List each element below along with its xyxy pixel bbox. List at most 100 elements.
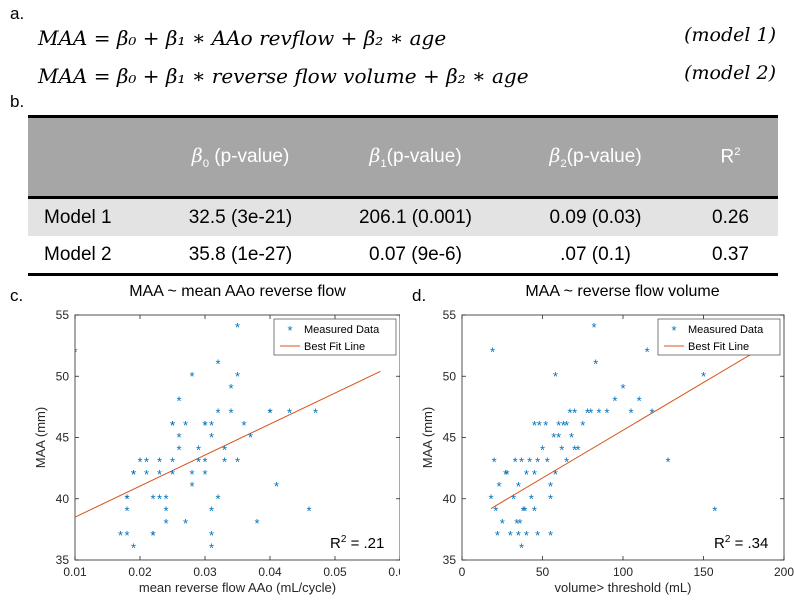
chart-c-data-point: * — [150, 528, 155, 543]
table-cell-r2: 0.37 — [712, 243, 749, 265]
chart-c-data-point: * — [170, 418, 175, 433]
chart-d-data-point: * — [493, 504, 498, 519]
chart-c-data-point: * — [150, 491, 155, 506]
chart-d-data-point: * — [503, 467, 508, 482]
chart-d-plot-area — [461, 314, 785, 561]
chart-c-y-tick-label: 40 — [56, 492, 70, 506]
chart-d-data-point: * — [496, 479, 501, 494]
chart-c-y-axis-label: MAA (mm) — [33, 407, 48, 468]
chart-d-data-point: * — [545, 455, 550, 470]
chart-d-data-point: * — [488, 491, 493, 506]
panel-label-d: d. — [412, 286, 427, 305]
table-row: Model 1 32.5 (3e-21) 206.1 (0.001) 0.09 … — [28, 197, 778, 236]
chart-c-data-point: * — [170, 455, 175, 470]
chart-c-data-point: * — [222, 455, 227, 470]
chart-d-data-point: * — [553, 369, 558, 384]
chart-c-legend-marker-icon: * — [287, 323, 292, 338]
table-cell-beta1: 0.07 (9e-6) — [369, 243, 462, 265]
chart-d-data-point: * — [548, 479, 553, 494]
chart-c-data-point: * — [228, 381, 233, 396]
chart-c-data-point: * — [189, 479, 194, 494]
chart-c-data-point: * — [209, 504, 214, 519]
chart-c-data-point: * — [241, 418, 246, 433]
chart-c-data-point: * — [124, 491, 129, 506]
chart-c-data-point: * — [183, 516, 188, 531]
equation-tag-model-1: (model 1) — [684, 24, 776, 46]
chart-c-data-point: * — [202, 418, 207, 433]
chart-c-scatter: 0.01 0.02 0.03 0.04 0.05 0.06 35 40 45 50 55 mean r… — [33, 308, 400, 595]
chart-c-x-tick-label: 0.04 — [258, 565, 282, 579]
table-header-empty — [28, 116, 158, 198]
chart-d-data-point: * — [548, 528, 553, 543]
chart-c-data-point: * — [189, 369, 194, 384]
chart-d-data-point: * — [620, 381, 625, 396]
chart-d-data-point: * — [535, 528, 540, 543]
coefficient-table: β0 (p-value) β1(p-value) β2(p-value) R2 … — [28, 115, 778, 276]
chart-c-data-point: * — [267, 406, 272, 421]
chart-c-data-point: * — [202, 418, 207, 433]
chart-d-legend-label-data: Measured Data — [688, 324, 764, 336]
chart-d-data-point: * — [575, 442, 580, 457]
chart-c-data-point: * — [248, 430, 253, 445]
chart-c-data-point: * — [196, 442, 201, 457]
chart-c-data-point: * — [209, 528, 214, 543]
equation-model-2: MAA = β₀ + β₁ ∗ reverse flow volume + β₂… — [38, 64, 529, 88]
chart-d-title: MAA ~ reverse flow volume — [525, 283, 720, 300]
chart-d-data-point: * — [516, 528, 521, 543]
chart-d-data-point: * — [532, 418, 537, 433]
chart-c-data-point: * — [254, 516, 259, 531]
table-header-beta2: β2(p-value) — [508, 116, 683, 198]
equation-tag-model-2: (model 2) — [684, 62, 776, 84]
chart-d-data-point: * — [593, 357, 598, 372]
equation-model-1: MAA = β₀ + β₁ ∗ AAo revflow + β₂ ∗ age — [38, 26, 447, 50]
chart-c-data-point: * — [176, 393, 181, 408]
chart-c-fit-line — [75, 370, 381, 518]
chart-c-data-point: * — [235, 369, 240, 384]
chart-d-data-point: * — [495, 528, 500, 543]
chart-d-data-point: * — [521, 504, 526, 519]
chart-c-data-point: * — [209, 540, 214, 555]
chart-c-data-point: * — [189, 467, 194, 482]
chart-c-data-point: * — [235, 455, 240, 470]
chart-c-data-point: * — [124, 528, 129, 543]
chart-d-data-point: * — [513, 455, 518, 470]
chart-d-data-point: * — [524, 528, 529, 543]
chart-c-data-point: * — [157, 491, 162, 506]
chart-d-data-point: * — [532, 467, 537, 482]
chart-c-data-point: * — [124, 491, 129, 506]
chart-d-y-tick-label: 45 — [443, 431, 457, 445]
chart-c-r2-annotation: R2 = .21 — [330, 534, 384, 552]
chart-c-data-point: * — [274, 479, 279, 494]
chart-d-data-point: * — [553, 467, 558, 482]
panel-label-a: a. — [10, 4, 25, 23]
chart-c-plot-area — [74, 314, 400, 561]
panel-label-c: c. — [10, 286, 24, 305]
chart-c-data-point: * — [202, 455, 207, 470]
chart-c-data-point: * — [163, 504, 168, 519]
chart-d-data-point: * — [572, 406, 577, 421]
chart-c-data-point: * — [124, 504, 129, 519]
chart-c-x-tick-label: 0.03 — [193, 565, 217, 579]
chart-d-data-point: * — [561, 418, 566, 433]
table-cell-beta0: 35.8 (1e-27) — [188, 243, 293, 265]
table-cell-beta1: 206.1 (0.001) — [323, 197, 508, 236]
chart-c-data-point: * — [137, 455, 142, 470]
chart-d-legend — [657, 318, 781, 356]
chart-c-x-tick-label: 0.06 — [388, 565, 400, 579]
chart-c-data-point: * — [267, 406, 272, 421]
chart-d-data-point: * — [572, 442, 577, 457]
table-cell-beta2: .07 (0.1) — [560, 243, 631, 265]
chart-c-data-point: * — [183, 418, 188, 433]
chart-c-data-point: * — [131, 540, 136, 555]
chart-d-data-point: * — [505, 467, 510, 482]
table-header-row: β0 (p-value) β1(p-value) β2(p-value) R2 — [28, 116, 778, 198]
chart-d-data-point: * — [564, 418, 569, 433]
chart-c-data-point: * — [72, 344, 77, 359]
chart-d-y-axis-label: MAA (mm) — [420, 407, 435, 468]
chart-c-data-point: * — [157, 467, 162, 482]
chart-d-data-point: * — [527, 455, 532, 470]
chart-c-data-point: * — [176, 430, 181, 445]
chart-d-data-point: * — [516, 479, 521, 494]
chart-c-data-point: * — [170, 467, 175, 482]
table-cell-model: Model 2 — [44, 243, 112, 265]
